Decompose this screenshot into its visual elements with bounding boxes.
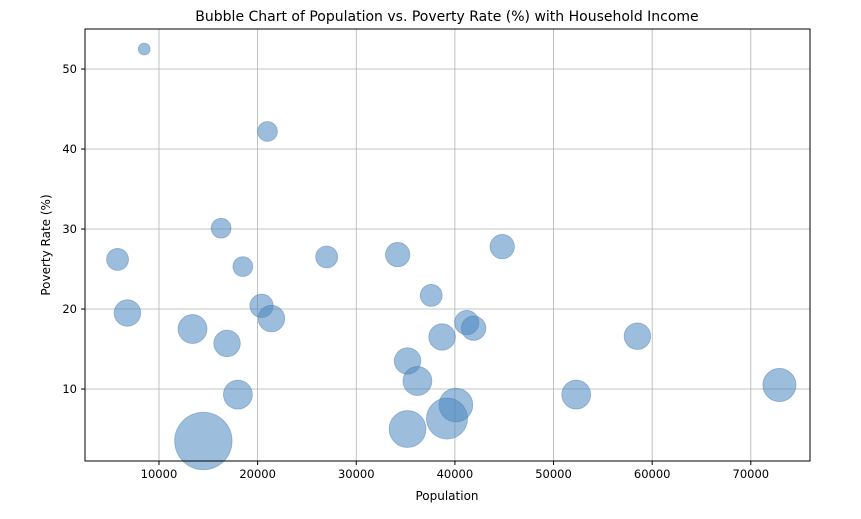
bubble-point bbox=[461, 315, 487, 341]
bubble-point bbox=[257, 304, 286, 333]
y-tick-label: 20 bbox=[62, 302, 77, 316]
axis-ticks: 10000 20000 30000 40000 50000 60000 70000 10 20 3… bbox=[62, 62, 769, 481]
x-tick-label: 40000 bbox=[437, 467, 474, 481]
bubbles bbox=[106, 42, 797, 471]
bubble-point bbox=[315, 245, 339, 269]
x-tick-label: 50000 bbox=[535, 467, 572, 481]
x-tick-label: 30000 bbox=[338, 467, 375, 481]
bubble-point bbox=[177, 314, 208, 344]
bubble-point bbox=[402, 366, 433, 396]
bubble-point bbox=[388, 410, 427, 448]
y-tick-label: 40 bbox=[62, 142, 77, 156]
bubble-point bbox=[561, 379, 592, 410]
x-tick-label: 70000 bbox=[733, 467, 770, 481]
bubble-point bbox=[213, 329, 241, 358]
bubble-point bbox=[210, 217, 232, 239]
bubble-point bbox=[174, 411, 233, 471]
y-tick-label: 50 bbox=[62, 62, 77, 76]
chart-title: Bubble Chart of Population vs. Poverty R… bbox=[195, 9, 698, 25]
bubble-point bbox=[106, 248, 129, 271]
bubble-point bbox=[623, 322, 652, 350]
bubble-point bbox=[762, 368, 797, 402]
y-tick-label: 10 bbox=[62, 382, 77, 396]
x-axis-label: Population bbox=[415, 489, 478, 503]
bubble-point bbox=[426, 397, 468, 440]
bubble-point bbox=[257, 121, 278, 142]
y-axis-label: Poverty Rate (%) bbox=[39, 194, 53, 295]
bubble-point bbox=[419, 284, 443, 307]
bubble-point bbox=[137, 42, 151, 56]
bubble-point bbox=[428, 323, 456, 351]
x-tick-label: 20000 bbox=[239, 467, 276, 481]
plot-frame bbox=[84, 28, 811, 462]
bubble-point bbox=[223, 379, 253, 410]
x-tick-label: 10000 bbox=[141, 467, 178, 481]
bubble-point bbox=[113, 299, 142, 327]
bubble-point bbox=[385, 242, 411, 268]
bubble-point bbox=[232, 256, 254, 277]
y-tick-label: 30 bbox=[62, 222, 77, 236]
bubble-point bbox=[489, 234, 515, 260]
grid-lines bbox=[85, 29, 810, 461]
x-tick-label: 60000 bbox=[634, 467, 671, 481]
